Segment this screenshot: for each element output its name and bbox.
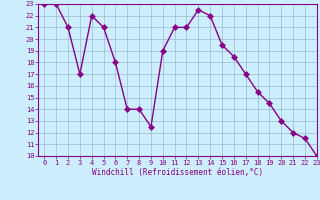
X-axis label: Windchill (Refroidissement éolien,°C): Windchill (Refroidissement éolien,°C) (92, 168, 263, 177)
